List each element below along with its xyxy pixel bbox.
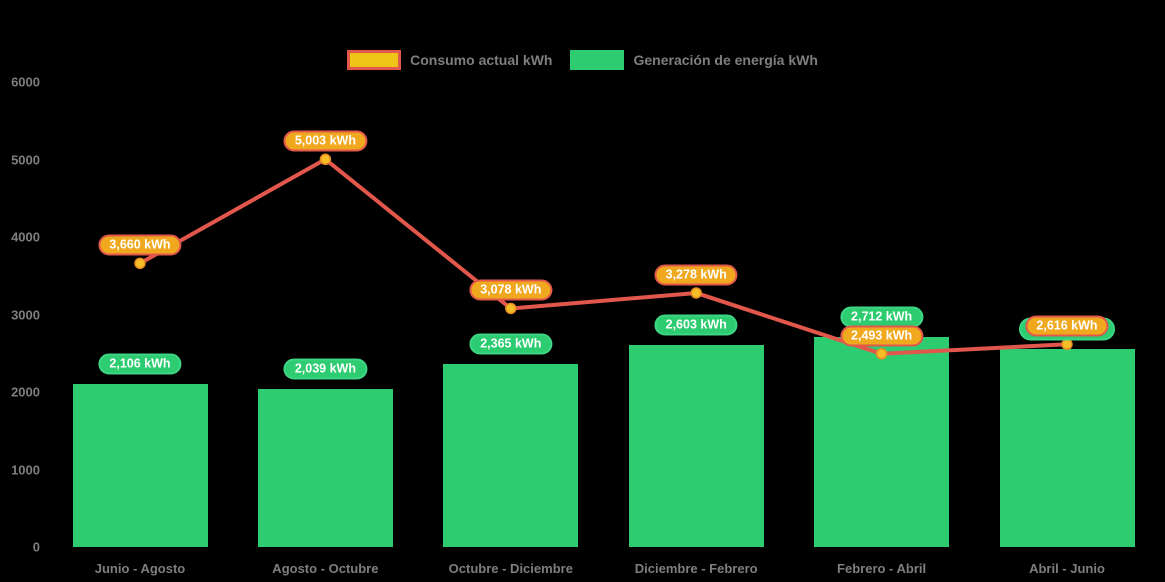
bar-3[interactable]	[443, 363, 579, 547]
generation-value-label: 2,603 kWh	[654, 314, 738, 336]
generation-value-label: 2,712 kWh	[840, 306, 924, 328]
generation-value-label: 2,365 kWh	[469, 333, 553, 355]
generation-value-label: 2,039 kWh	[283, 358, 367, 380]
y-axis-tick: 1000	[11, 462, 40, 477]
consumption-value-label: 2,493 kWh	[840, 325, 924, 347]
generation-swatch-icon	[570, 50, 625, 70]
consumption-point-5[interactable]	[875, 348, 888, 360]
legend-item-generation[interactable]: Generación de energía kWh	[570, 50, 818, 70]
consumption-line	[138, 157, 1069, 356]
consumption-value-label: 3,660 kWh	[98, 234, 182, 256]
consumption-point-1[interactable]	[134, 257, 146, 270]
legend-item-consumption[interactable]: Consumo actual kWh	[347, 50, 552, 70]
legend-label-consumption: Consumo actual kWh	[410, 52, 553, 68]
x-axis-label: Octubre - Diciembre	[448, 561, 573, 576]
y-axis-tick: 2000	[11, 384, 40, 400]
x-axis-label: Junio - Agosto	[94, 561, 186, 576]
y-axis-tick: 4000	[11, 229, 40, 245]
consumption-point-2[interactable]	[319, 153, 332, 166]
bar-2[interactable]	[257, 388, 393, 547]
legend-label-generation: Generación de energía kWh	[633, 52, 818, 68]
y-axis-tick: 3000	[11, 307, 40, 322]
bar-5[interactable]	[814, 336, 950, 547]
y-axis-tick: 6000	[11, 74, 40, 90]
x-axis-label: Abril - Junio	[1029, 561, 1105, 576]
legend: Consumo actual kWh Generación de energía…	[0, 50, 1165, 70]
consumption-point-3[interactable]	[505, 302, 517, 315]
consumption-value-label: 2,616 kWh	[1025, 315, 1109, 337]
consumption-point-4[interactable]	[690, 287, 702, 299]
x-axis-label: Diciembre - Febrero	[634, 561, 758, 576]
generation-value-label: 2,106 kWh	[98, 353, 182, 375]
consumption-swatch-icon	[347, 50, 402, 70]
y-axis-tick: 0	[32, 539, 40, 555]
bar-4[interactable]	[628, 345, 764, 547]
consumption-value-label: 3,078 kWh	[469, 279, 553, 301]
x-axis-label: Febrero - Abril	[837, 561, 927, 576]
consumption-value-label: 3,278 kWh	[654, 264, 738, 286]
y-axis-tick: 5000	[11, 152, 40, 167]
consumption-value-label: 5,003 kWh	[283, 130, 367, 152]
x-axis-label: Agosto - Octubre	[272, 561, 379, 576]
bar-6[interactable]	[999, 349, 1135, 547]
bar-1[interactable]	[72, 383, 208, 547]
